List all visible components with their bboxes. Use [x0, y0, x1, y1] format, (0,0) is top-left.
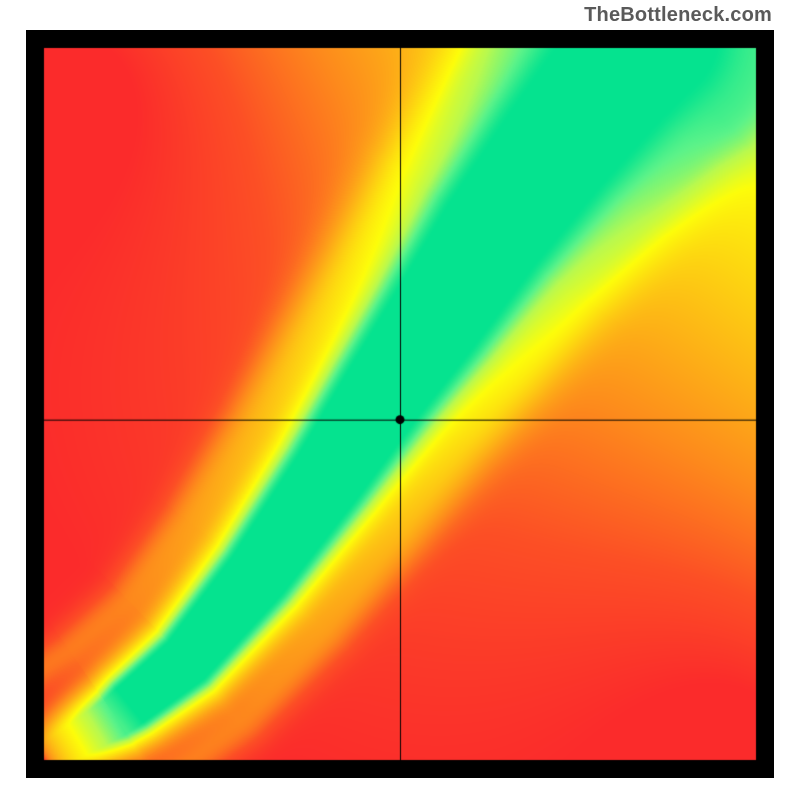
chart-container: TheBottleneck.com: [0, 0, 800, 800]
chart-frame: [26, 30, 774, 778]
attribution-text: TheBottleneck.com: [584, 4, 772, 27]
heatmap-canvas: [26, 30, 774, 778]
